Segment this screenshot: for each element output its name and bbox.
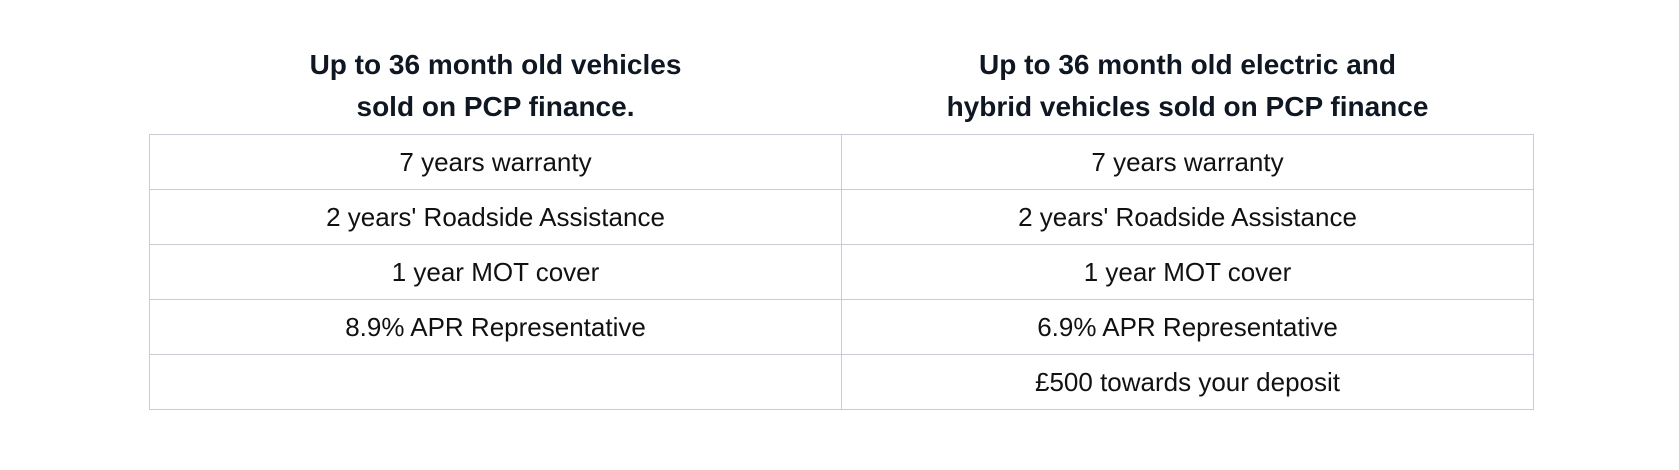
column-heading-electric-hybrid: Up to 36 month old electric and hybrid v… [842, 38, 1534, 135]
table-cell: 2 years' Roadside Assistance [149, 189, 842, 245]
benefits-comparison-table: Up to 36 month old vehicles sold on PCP … [149, 38, 1534, 410]
table-cell: 2 years' Roadside Assistance [841, 189, 1534, 245]
table-cell: £500 towards your deposit [841, 354, 1534, 410]
table-cell: 8.9% APR Representative [149, 299, 842, 355]
table-cell: 6.9% APR Representative [841, 299, 1534, 355]
heading-line: sold on PCP finance. [356, 91, 635, 122]
table-row: 7 years warranty 7 years warranty [149, 134, 1534, 190]
table-cell: 1 year MOT cover [149, 244, 842, 300]
heading-line: Up to 36 month old electric and [979, 49, 1396, 80]
table-row: £500 towards your deposit [149, 354, 1534, 410]
table-cell: 7 years warranty [149, 134, 842, 190]
column-heading-standard: Up to 36 month old vehicles sold on PCP … [150, 38, 842, 135]
table-cell: 7 years warranty [841, 134, 1534, 190]
table-header-row: Up to 36 month old vehicles sold on PCP … [150, 38, 1534, 135]
table-row: 1 year MOT cover 1 year MOT cover [149, 244, 1534, 300]
table-cell-empty [149, 354, 842, 410]
heading-line: hybrid vehicles sold on PCP finance [946, 91, 1429, 122]
table-row: 2 years' Roadside Assistance 2 years' Ro… [149, 189, 1534, 245]
heading-line: Up to 36 month old vehicles [309, 49, 682, 80]
table-cell: 1 year MOT cover [841, 244, 1534, 300]
comparison-table-container: Up to 36 month old vehicles sold on PCP … [149, 38, 1534, 410]
table-row: 8.9% APR Representative 6.9% APR Represe… [149, 299, 1534, 355]
